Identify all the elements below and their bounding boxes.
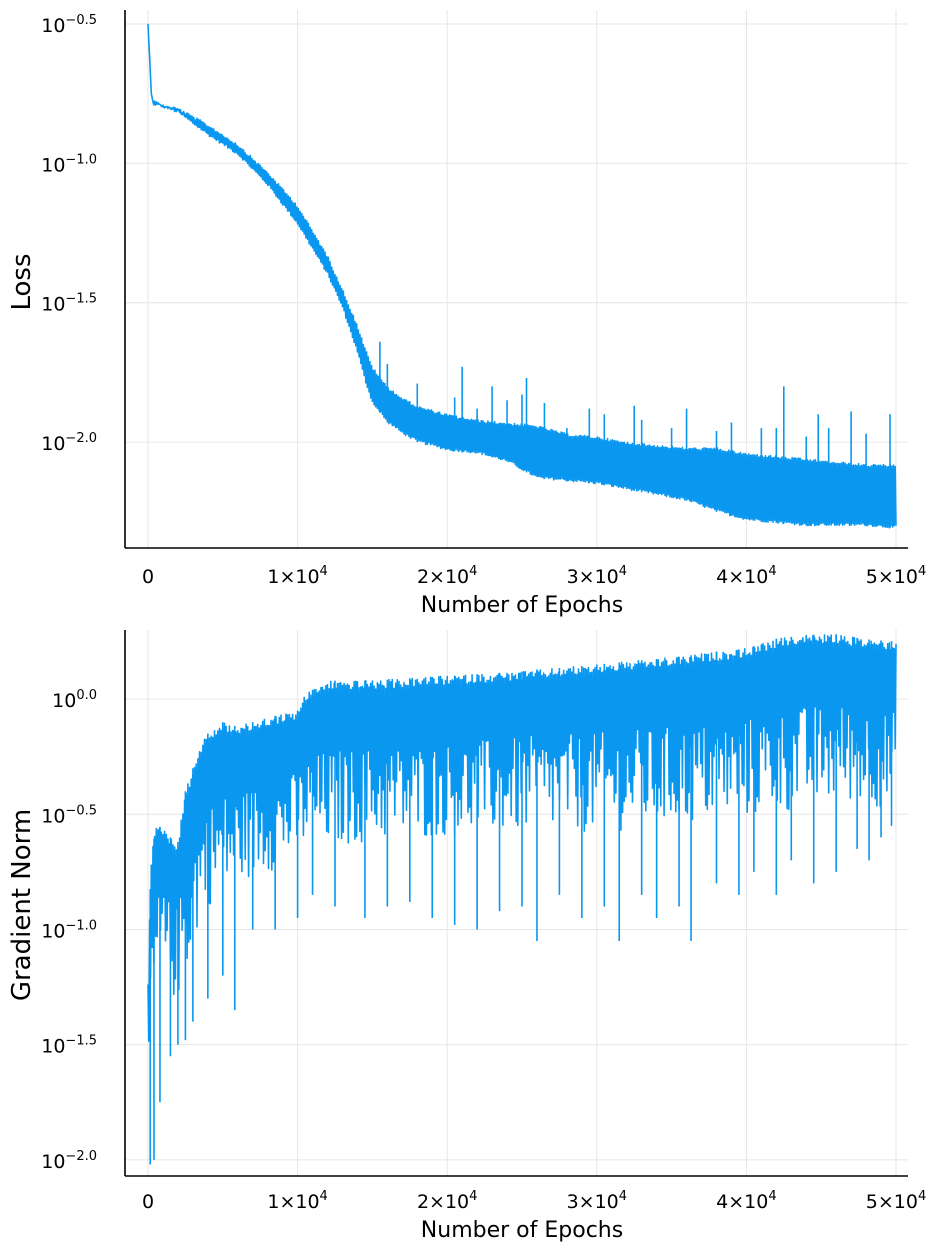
tick-exponent: −0.5 xyxy=(65,803,97,818)
tick-exponent: 4 xyxy=(619,1189,627,1204)
tick-base: 5×10 xyxy=(866,1191,918,1213)
tick-base: 2×10 xyxy=(417,566,469,588)
y-tick-label: 10−0.5 xyxy=(41,803,97,827)
tick-exponent: 4 xyxy=(619,564,627,579)
y-axis-title: Gradient Norm xyxy=(7,809,37,1001)
y-tick-label: 10−2.0 xyxy=(41,1149,97,1173)
tick-base: 10 xyxy=(41,920,65,942)
tick-exponent: 4 xyxy=(469,1189,477,1204)
tick-base: 2×10 xyxy=(417,1191,469,1213)
tick-exponent: −1.5 xyxy=(65,292,97,307)
gradient-norm-chart: 0 1×104 2×104 3×104 4×104 5×104100.010−0.510−… xyxy=(7,630,926,1243)
x-tick-label: 5×104 xyxy=(866,1189,926,1213)
tick-base: 1×10 xyxy=(267,566,319,588)
tick-exponent: −2.0 xyxy=(65,431,97,446)
y-tick-label: 10−1.0 xyxy=(41,152,97,176)
tick-exponent: −0.5 xyxy=(65,13,97,28)
x-tick-label: 0 xyxy=(142,1191,154,1213)
tick-base: 4×10 xyxy=(716,1191,768,1213)
tick-exponent: 4 xyxy=(469,564,477,579)
x-tick-label: 2×104 xyxy=(417,1189,477,1213)
x-tick-label: 3×104 xyxy=(567,564,627,588)
tick-base: 10 xyxy=(41,154,65,176)
tick-exponent: 4 xyxy=(768,564,776,579)
y-axis-title: Loss xyxy=(7,253,37,310)
tick-base: 3×10 xyxy=(567,1191,619,1213)
tick-base: 0 xyxy=(142,566,154,588)
tick-exponent: 4 xyxy=(918,564,926,579)
tick-base: 10 xyxy=(41,805,65,827)
x-axis-title: Number of Epochs xyxy=(421,1218,623,1243)
tick-base: 10 xyxy=(41,294,65,316)
tick-exponent: −1.0 xyxy=(65,918,97,933)
x-tick-label: 1×104 xyxy=(267,1189,327,1213)
tick-exponent: 0.0 xyxy=(76,688,97,703)
tick-base: 10 xyxy=(41,15,65,37)
tick-exponent: 4 xyxy=(768,1189,776,1204)
x-tick-label: 1×104 xyxy=(267,564,327,588)
tick-base: 10 xyxy=(41,433,65,455)
tick-base: 10 xyxy=(41,1151,65,1173)
tick-base: 3×10 xyxy=(567,566,619,588)
tick-base: 1×10 xyxy=(267,1191,319,1213)
tick-exponent: 4 xyxy=(320,1189,328,1204)
loss-chart: 0 1×104 2×104 3×104 4×104 5×10410−0.510−1.010… xyxy=(7,10,926,618)
x-tick-label: 5×104 xyxy=(866,564,926,588)
tick-base: 5×10 xyxy=(866,566,918,588)
y-tick-label: 10−1.0 xyxy=(41,918,97,942)
tick-base: 4×10 xyxy=(716,566,768,588)
x-tick-label: 0 xyxy=(142,566,154,588)
x-tick-label: 3×104 xyxy=(567,1189,627,1213)
y-tick-label: 10−0.5 xyxy=(41,13,97,37)
x-axis-title: Number of Epochs xyxy=(421,593,623,618)
tick-base: 10 xyxy=(41,1036,65,1058)
x-tick-label: 2×104 xyxy=(417,564,477,588)
x-tick-label: 4×104 xyxy=(716,564,776,588)
tick-exponent: −1.0 xyxy=(65,152,97,167)
tick-base: 10 xyxy=(52,690,76,712)
tick-exponent: −1.5 xyxy=(65,1034,97,1049)
y-tick-label: 10−1.5 xyxy=(41,292,97,316)
x-tick-label: 4×104 xyxy=(716,1189,776,1213)
y-tick-label: 10−1.5 xyxy=(41,1034,97,1058)
tick-base: 0 xyxy=(142,1191,154,1213)
tick-exponent: 4 xyxy=(918,1189,926,1204)
tick-exponent: −2.0 xyxy=(65,1149,97,1164)
y-tick-label: 100.0 xyxy=(52,688,97,712)
y-tick-label: 10−2.0 xyxy=(41,431,97,455)
tick-exponent: 4 xyxy=(320,564,328,579)
